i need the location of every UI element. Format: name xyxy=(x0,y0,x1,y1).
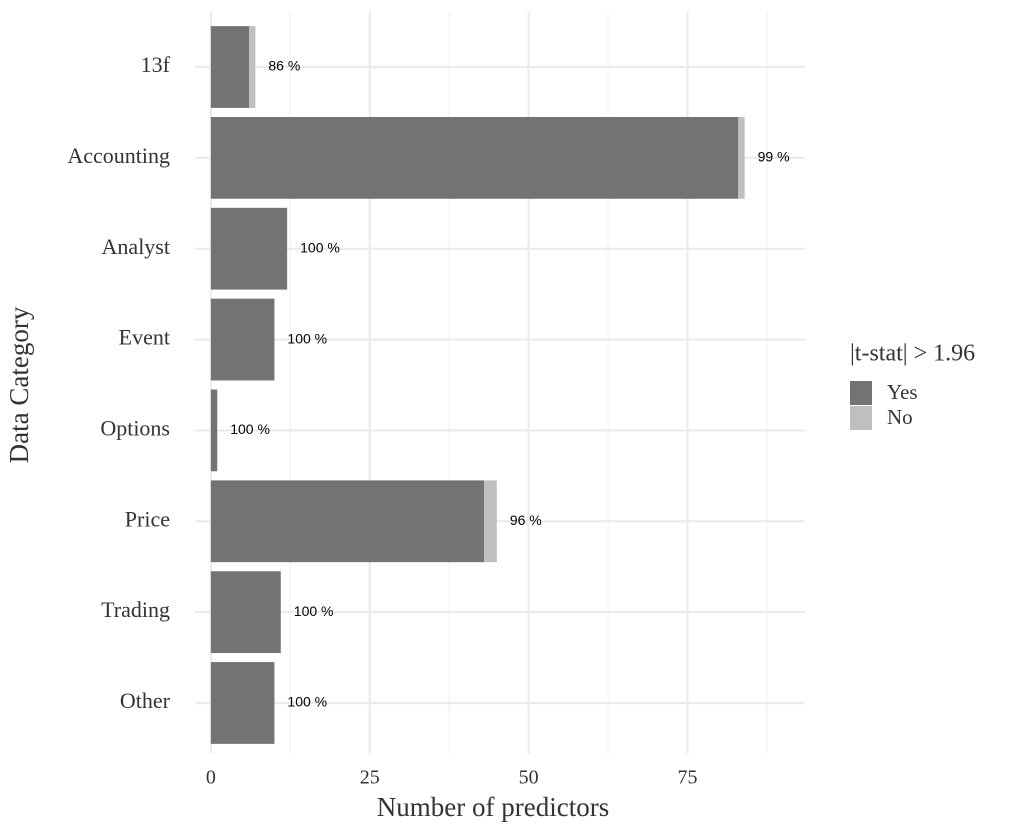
y-axis-title: Data Category xyxy=(4,306,34,463)
y-tick-label: Price xyxy=(125,506,170,531)
percent-label: 100 % xyxy=(294,603,334,619)
y-tick-label: Analyst xyxy=(102,234,170,259)
x-tick-label: 25 xyxy=(360,767,380,789)
bar-segment xyxy=(210,389,218,472)
x-tick-label: 0 xyxy=(206,767,216,789)
bar-segment xyxy=(210,662,275,744)
bar-segment xyxy=(210,298,275,381)
legend-label: Yes xyxy=(887,380,918,404)
percent-label: 100 % xyxy=(287,330,327,346)
x-tick-label: 75 xyxy=(677,767,697,789)
legend-title: |t-stat| > 1.96 xyxy=(850,341,975,367)
legend-key xyxy=(850,406,872,430)
percent-label: 100 % xyxy=(230,421,270,437)
percent-label: 99 % xyxy=(758,149,790,165)
y-tick-label: Event xyxy=(119,325,170,350)
y-tick-label: Other xyxy=(120,688,171,713)
x-axis-title: Number of predictors xyxy=(377,792,609,822)
percent-label: 100 % xyxy=(300,239,340,255)
bar-segment xyxy=(210,26,250,108)
bar-segment xyxy=(249,26,256,108)
legend-label: No xyxy=(887,405,913,429)
bar-segment xyxy=(738,116,745,199)
percent-label: 86 % xyxy=(268,58,300,74)
bar-segment xyxy=(484,480,497,563)
bar-segment xyxy=(210,480,485,563)
bar-segment xyxy=(210,116,739,199)
y-tick-label: Options xyxy=(100,415,170,440)
legend-key xyxy=(850,381,872,405)
bar-segment xyxy=(210,571,281,654)
y-tick-label: Accounting xyxy=(67,143,170,168)
y-tick-label: Trading xyxy=(101,597,170,622)
x-tick-label: 50 xyxy=(519,767,539,789)
bar-segment xyxy=(210,207,288,290)
percent-label: 100 % xyxy=(287,694,327,710)
y-tick-label: 13f xyxy=(141,52,171,77)
percent-label: 96 % xyxy=(510,512,542,528)
